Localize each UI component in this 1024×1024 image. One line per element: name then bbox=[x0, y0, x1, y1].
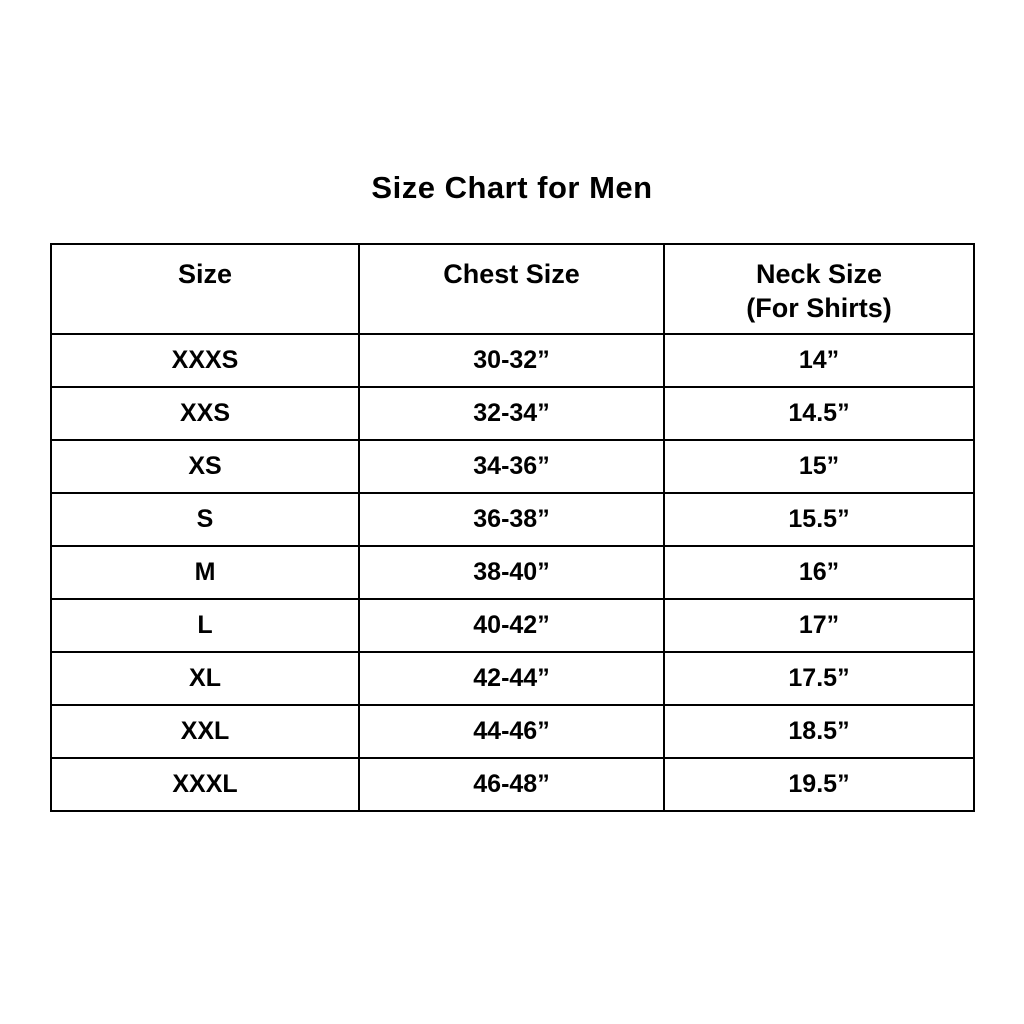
table-row-xxxs: XXXS 30-32” 14” bbox=[50, 333, 975, 388]
table-row-xs: XS 34-36” 15” bbox=[50, 439, 975, 494]
column-header-neck-size-label: Neck Size bbox=[755, 259, 883, 289]
size-cell: S bbox=[50, 492, 360, 547]
size-cell: XXL bbox=[50, 704, 360, 759]
column-header-chest-size: Chest Size bbox=[358, 243, 665, 335]
size-cell: XXXL bbox=[50, 757, 360, 812]
neck-size-cell: 14.5” bbox=[663, 386, 975, 441]
table-row-l: L 40-42” 17” bbox=[50, 598, 975, 653]
chest-size-cell: 40-42” bbox=[358, 598, 665, 653]
size-cell: XL bbox=[50, 651, 360, 706]
neck-size-cell: 19.5” bbox=[663, 757, 975, 812]
chest-size-cell: 38-40” bbox=[358, 545, 665, 600]
table-row-xxs: XXS 32-34” 14.5” bbox=[50, 386, 975, 441]
header-row: Size Chest Size Neck Size (For Shirts) bbox=[50, 243, 975, 335]
neck-size-cell: 17.5” bbox=[663, 651, 975, 706]
column-header-size: Size bbox=[50, 243, 360, 335]
page-title: Size Chart for Men bbox=[371, 170, 653, 205]
table-row-xxxl: XXXL 46-48” 19.5” bbox=[50, 757, 975, 812]
chest-size-cell: 30-32” bbox=[358, 333, 665, 388]
chest-size-cell: 34-36” bbox=[358, 439, 665, 494]
size-cell: XXXS bbox=[50, 333, 360, 388]
neck-size-cell: 17” bbox=[663, 598, 975, 653]
neck-size-cell: 15” bbox=[663, 439, 975, 494]
chest-size-cell: 36-38” bbox=[358, 492, 665, 547]
column-header-size-label: Size bbox=[177, 259, 233, 289]
neck-size-cell: 15.5” bbox=[663, 492, 975, 547]
table-row-xl: XL 42-44” 17.5” bbox=[50, 651, 975, 706]
table-row-m: M 38-40” 16” bbox=[50, 545, 975, 600]
column-header-neck-size: Neck Size (For Shirts) bbox=[663, 243, 975, 335]
column-header-neck-size-sublabel: (For Shirts) bbox=[746, 292, 892, 323]
column-header-chest-size-label: Chest Size bbox=[443, 259, 580, 289]
chest-size-cell: 46-48” bbox=[358, 757, 665, 812]
neck-size-cell: 18.5” bbox=[663, 704, 975, 759]
chest-size-cell: 42-44” bbox=[358, 651, 665, 706]
table-row-xxl: XXL 44-46” 18.5” bbox=[50, 704, 975, 759]
neck-size-cell: 16” bbox=[663, 545, 975, 600]
size-cell: M bbox=[50, 545, 360, 600]
neck-size-cell: 14” bbox=[663, 333, 975, 388]
chest-size-cell: 44-46” bbox=[358, 704, 665, 759]
size-cell: XS bbox=[50, 439, 360, 494]
chest-size-cell: 32-34” bbox=[358, 386, 665, 441]
size-cell: L bbox=[50, 598, 360, 653]
size-cell: XXS bbox=[50, 386, 360, 441]
size-chart-table: Size Chest Size Neck Size (For Shirts) X… bbox=[50, 243, 975, 812]
table-row-s: S 36-38” 15.5” bbox=[50, 492, 975, 547]
